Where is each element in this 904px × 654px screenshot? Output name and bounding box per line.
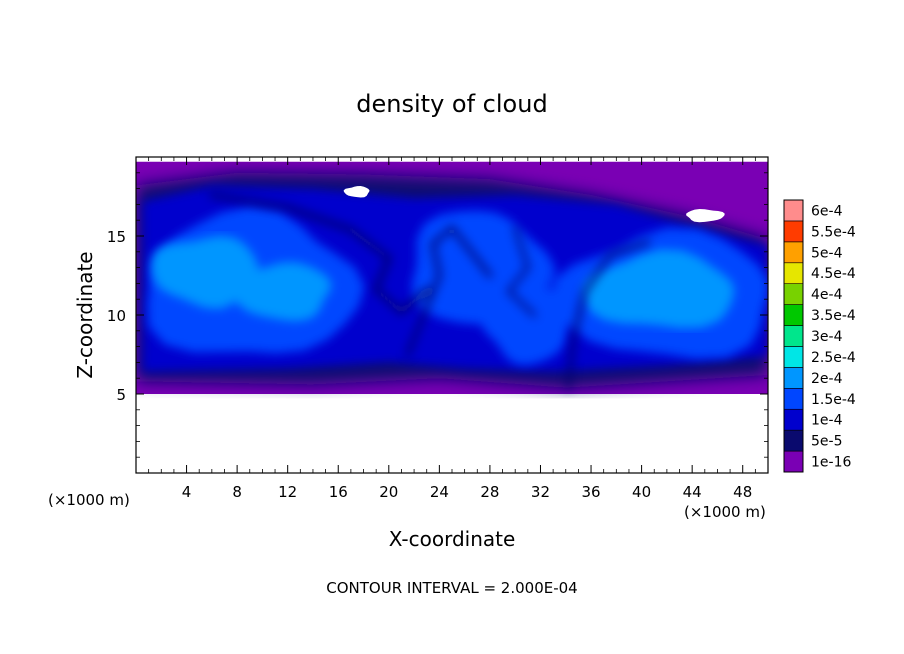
y-tick-label: 10: [107, 307, 126, 325]
colorbar-label: 3e-4: [811, 329, 843, 345]
swirl-right: [565, 239, 651, 391]
colorbar-label: 1e-4: [811, 413, 843, 429]
x-tick-label: 32: [531, 483, 550, 501]
colorbar-label: 2e-4: [811, 371, 843, 387]
chart-title: density of cloud: [356, 90, 547, 118]
x-axis-label: X-coordinate: [389, 527, 516, 551]
y-tick-label: 15: [107, 228, 126, 246]
colorbar-label: 5e-5: [811, 434, 842, 450]
x-tick-label: 8: [232, 483, 242, 501]
x-tick-label: 20: [379, 483, 398, 501]
x-tick-label: 12: [278, 483, 297, 501]
colorbar-swatch: [783, 283, 804, 305]
x-axis-ticks: 4 8 12 16 20 24 28 32 36 40 44 48: [148, 157, 756, 501]
colorbar-label: 5.5e-4: [811, 224, 856, 240]
swirl-center-2: [506, 226, 537, 317]
colorbar-swatch: [783, 325, 804, 347]
swirl-center: [405, 224, 493, 357]
colorbar-frame: [783, 199, 804, 473]
colorbar-label: 2.5e-4: [811, 350, 856, 366]
colorbar-swatch: [783, 450, 804, 473]
colorbar-swatch: [783, 429, 804, 452]
y-tick-label: 5: [116, 386, 126, 404]
contour-interval-note: CONTOUR INTERVAL = 2.000E-04: [326, 579, 577, 597]
x-tick-label: 4: [182, 483, 192, 501]
colorbar-label: 5e-4: [811, 245, 843, 261]
colorbar-swatch: [783, 408, 804, 431]
colorbar-label: 4.5e-4: [811, 266, 856, 282]
colorbar-swatch: [783, 220, 804, 243]
x-tick-label: 44: [683, 483, 702, 501]
swirl-left: [208, 191, 430, 316]
colorbar-label: 3.5e-4: [811, 308, 856, 324]
interior-low-center: [480, 285, 572, 366]
colorbar-swatch: [783, 388, 804, 410]
colorbar-label: 1.5e-4: [811, 392, 856, 408]
x-tick-label: 48: [733, 483, 752, 501]
x-tick-label: 24: [430, 483, 449, 501]
colorbar-swatch: [783, 346, 804, 368]
x-tick-label: 40: [632, 483, 651, 501]
x-tick-label: 16: [329, 483, 348, 501]
core-right: [582, 249, 735, 328]
colorbar-swatch: [783, 262, 804, 284]
clear-gap: [686, 209, 725, 223]
y-axis-ticks: 5 10 15: [107, 172, 768, 458]
colorbar-swatch: [783, 199, 804, 222]
x-tick-label: 36: [581, 483, 600, 501]
clear-gap: [343, 186, 370, 198]
core-left-2: [227, 262, 332, 322]
colorbar-swatch: [783, 367, 804, 389]
y-axis-label: Z-coordinate: [73, 251, 97, 378]
colorbar-swatch: [783, 241, 804, 264]
swirl-filaments: [208, 191, 651, 391]
colorbar-label: 4e-4: [811, 287, 843, 303]
colorbar-label: 6e-4: [811, 204, 843, 220]
cloud-level-4: [151, 235, 735, 328]
x-unit-label-right: (×1000 m): [684, 503, 766, 521]
x-tick-label: 28: [480, 483, 499, 501]
colorbar: 1e-16 5e-5 1e-4 1.5e-4 2e-4 2.5e-4 3e-4 3.5e-4 4…: [783, 199, 856, 473]
x-unit-label-left: (×1000 m): [48, 491, 130, 509]
colorbar-label: 1e-16: [811, 455, 851, 471]
cloud-density-field: [136, 161, 768, 394]
colorbar-swatch: [783, 304, 804, 326]
